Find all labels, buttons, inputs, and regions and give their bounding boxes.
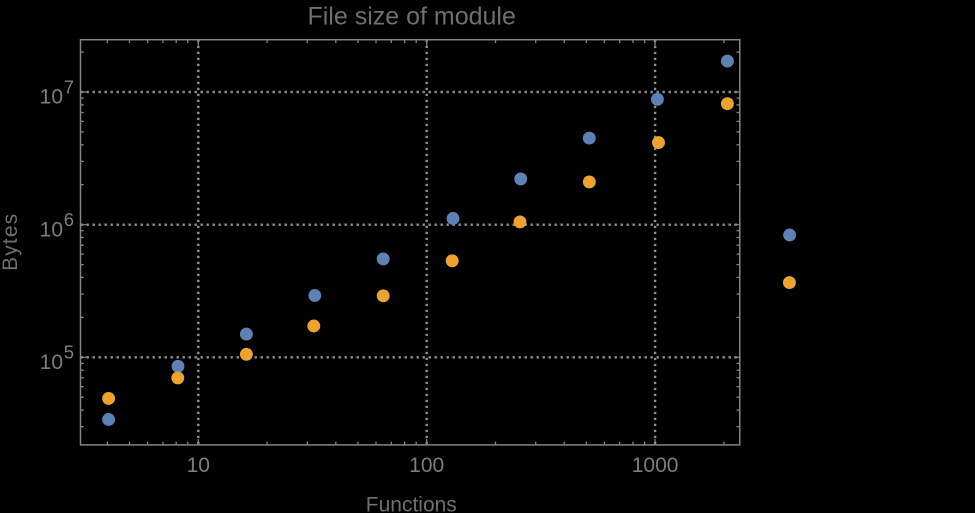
svg-text:6: 6 (64, 209, 74, 230)
svg-text:7: 7 (64, 76, 74, 97)
svg-text:5: 5 (64, 342, 74, 363)
svg-text:File size of module: File size of module (307, 3, 515, 31)
svg-text:10: 10 (40, 218, 63, 241)
svg-text:10: 10 (40, 351, 63, 374)
svg-text:Bytes: Bytes (0, 213, 22, 271)
svg-text:10: 10 (187, 454, 210, 477)
svg-text:100: 100 (409, 454, 444, 477)
svg-text:1000: 1000 (632, 454, 679, 477)
svg-text:Functions: Functions (366, 493, 457, 513)
svg-text:10: 10 (40, 86, 63, 109)
